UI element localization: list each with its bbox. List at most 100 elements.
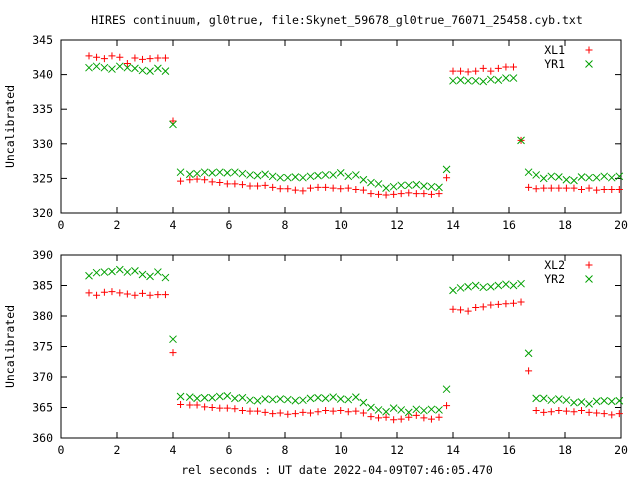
x-tick-label: 14 (446, 218, 460, 232)
data-point (268, 172, 277, 181)
data-point (329, 393, 338, 401)
data-point (502, 63, 510, 71)
data-point (200, 168, 209, 177)
data-point (291, 173, 300, 181)
upper-panel: 0 2 4 6 8 10 12 14 16 18 20 320 325 330 335 340 345 Uncal… (3, 33, 628, 232)
data-point (253, 171, 262, 180)
data-point (456, 284, 465, 292)
x-tick-label: 0 (58, 443, 65, 457)
data-point (382, 184, 390, 192)
x-tick-label: 12 (390, 218, 404, 232)
data-point (177, 177, 185, 185)
data-point (435, 190, 443, 198)
data-point (193, 175, 201, 183)
data-point (525, 183, 533, 191)
data-point (486, 75, 495, 84)
data-point (457, 306, 465, 314)
data-point (554, 395, 563, 403)
y-tick-label: 335 (32, 102, 53, 116)
data-point (116, 289, 124, 297)
legend-marker (585, 275, 593, 283)
data-point (123, 290, 131, 298)
data-point (215, 392, 224, 401)
data-point (322, 183, 330, 191)
data-point (306, 409, 314, 417)
data-point (359, 175, 368, 184)
data-point (615, 396, 624, 405)
data-point (539, 394, 548, 403)
data-point (449, 76, 457, 85)
data-point (351, 171, 360, 179)
data-point (427, 415, 435, 423)
data-point (479, 283, 488, 292)
data-point (337, 185, 345, 193)
x-tick-label: 18 (558, 443, 572, 457)
data-point (299, 173, 307, 182)
data-point (283, 395, 292, 404)
data-point (562, 184, 570, 192)
data-point (336, 395, 345, 403)
data-point (464, 307, 472, 315)
data-point (321, 394, 330, 403)
legend-marker (585, 261, 593, 269)
data-point (176, 392, 185, 401)
data-point (193, 394, 201, 403)
data-point (291, 396, 300, 405)
data-point (554, 173, 563, 181)
data-point (615, 410, 623, 418)
data-point (494, 76, 503, 84)
data-point (154, 268, 162, 276)
data-point (443, 402, 451, 410)
data-point (420, 414, 428, 422)
data-point (570, 408, 578, 416)
data-point (268, 395, 277, 404)
data-point (201, 403, 209, 411)
data-point (427, 190, 435, 198)
data-point (464, 68, 472, 76)
data-point (509, 74, 518, 82)
data-point (382, 413, 390, 421)
data-point (276, 409, 284, 417)
data-point (435, 413, 443, 421)
data-point (269, 183, 277, 191)
data-point (85, 289, 93, 297)
data-point (449, 67, 457, 75)
x-tick-label: 2 (114, 218, 121, 232)
x-axis-label: rel seconds : UT date 2022-04-09T07:46:0… (181, 463, 493, 477)
data-point (329, 171, 338, 179)
data-point (200, 393, 209, 402)
data-point (420, 190, 428, 198)
legend-label: YR1 (544, 57, 565, 71)
data-point (344, 184, 352, 192)
data-point (154, 54, 162, 62)
data-point (390, 190, 398, 198)
data-point (359, 398, 368, 407)
lower-panel: 0 2 4 6 8 10 12 14 16 18 20 360 365 370 375 380 385 390 Un… (3, 248, 628, 457)
data-point (314, 408, 322, 416)
x-tick-label: 16 (502, 443, 516, 457)
x-tick-label: 16 (502, 218, 516, 232)
data-point (494, 300, 502, 308)
data-point (185, 170, 194, 179)
data-point (405, 189, 413, 197)
data-point (412, 405, 421, 414)
data-point (593, 409, 601, 417)
data-point (471, 281, 480, 290)
data-point (517, 298, 525, 306)
data-point (532, 407, 540, 415)
data-point (322, 407, 330, 415)
data-point (442, 165, 451, 174)
data-point (487, 67, 495, 75)
chart-title: HIRES continuum, gl0true, file:Skynet_59… (91, 13, 583, 27)
data-point (615, 185, 623, 193)
data-point (269, 410, 277, 418)
data-point (479, 64, 487, 72)
data-point (435, 183, 443, 192)
data-point (479, 77, 488, 86)
data-point (146, 55, 154, 63)
data-point (608, 185, 616, 193)
x-tick-label: 4 (170, 443, 177, 457)
y-tick-label: 370 (32, 370, 53, 384)
data-point (231, 180, 239, 188)
data-point (562, 396, 571, 405)
